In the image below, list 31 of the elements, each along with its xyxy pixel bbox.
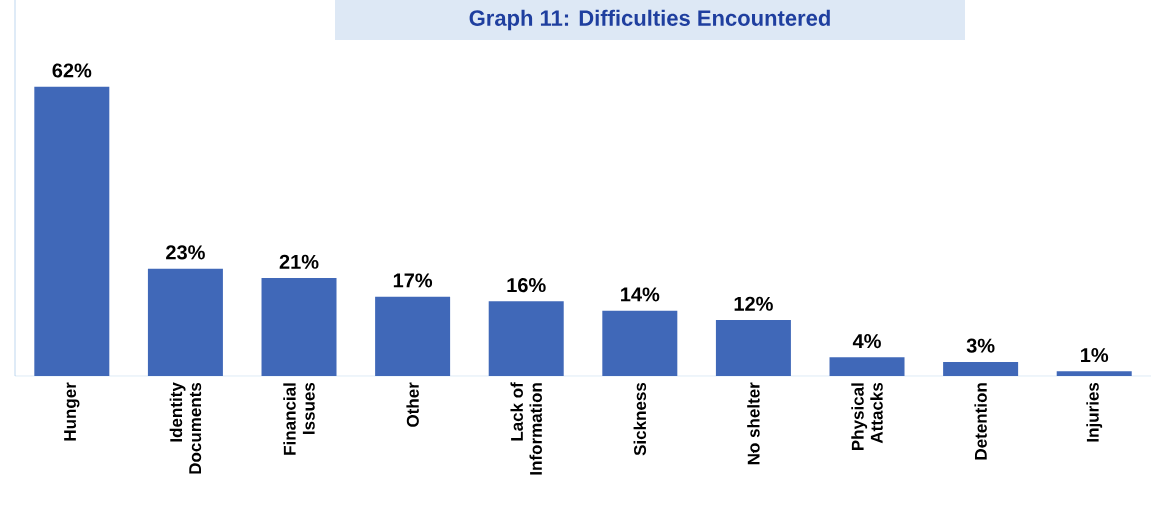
x-tick-label: Physical Attacks xyxy=(851,382,883,451)
data-label: 21% xyxy=(279,254,319,269)
data-label: 4% xyxy=(852,334,881,349)
chart-title: Graph 11: Difficulties Encountered xyxy=(469,9,830,31)
data-label: 16% xyxy=(507,277,546,293)
bar xyxy=(943,361,1019,376)
x-tick-label: Financial Issues xyxy=(283,382,315,455)
data-label: 14% xyxy=(621,287,660,302)
bar xyxy=(375,296,451,376)
x-tick-label: Detention xyxy=(974,383,987,460)
x-tick-label: Hunger xyxy=(64,382,80,441)
data-label: 23% xyxy=(166,245,205,260)
bar xyxy=(602,310,678,376)
bar xyxy=(829,357,905,376)
data-label: 12% xyxy=(734,296,773,311)
x-tick-label: Injuries xyxy=(1086,382,1103,442)
data-label: 62% xyxy=(52,63,92,78)
x-tick-label: Other xyxy=(406,382,419,427)
x-tick-label: Sickness xyxy=(633,382,647,456)
x-tick-label: No shelter xyxy=(747,382,760,465)
bar xyxy=(488,301,564,376)
bar xyxy=(1056,371,1132,376)
data-label: 17% xyxy=(393,273,433,288)
x-tick-label: Identity Documents xyxy=(169,382,202,474)
x-tick-label: Lack of Information xyxy=(510,382,542,475)
bar xyxy=(715,320,791,376)
bar xyxy=(147,268,223,376)
bar xyxy=(261,278,337,376)
data-label: 3% xyxy=(966,338,995,353)
data-label: 1% xyxy=(1081,348,1109,363)
bar xyxy=(34,86,110,376)
